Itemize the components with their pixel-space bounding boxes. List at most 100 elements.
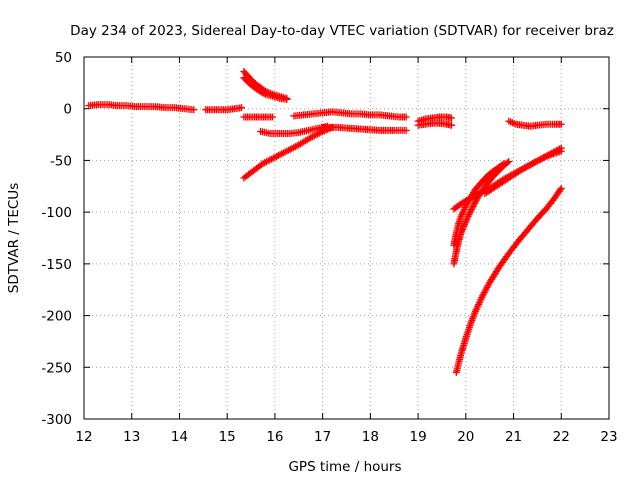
x-tick-label: 21 — [505, 429, 522, 445]
data-point-fill — [397, 113, 408, 121]
data-point — [467, 207, 475, 215]
data-point-fill — [521, 122, 532, 130]
data-point-fill — [540, 151, 554, 162]
data-point-fill — [423, 114, 435, 123]
series-track-10 — [414, 113, 455, 125]
data-point-fill — [285, 142, 301, 154]
data-point — [238, 104, 245, 112]
x-tick-label: 14 — [171, 429, 188, 445]
data-point-fill — [261, 154, 277, 167]
data-point-fill — [242, 113, 253, 121]
data-point-fill — [444, 121, 454, 129]
data-point — [402, 113, 410, 121]
grid — [84, 57, 609, 419]
data-point-fill — [502, 172, 516, 184]
data-point-fill — [296, 135, 313, 148]
data-point-fill — [430, 113, 442, 122]
data-point-fill — [458, 197, 471, 207]
data-point-fill — [203, 106, 215, 114]
data-point-fill — [218, 106, 229, 114]
data-point-fill — [251, 161, 265, 174]
data-point-fill — [473, 178, 485, 192]
data-point-fill — [466, 192, 478, 203]
data-point-fill — [496, 251, 512, 269]
data-point-fill — [241, 75, 254, 88]
plot-frame — [83, 56, 610, 420]
data-point-fill — [480, 171, 492, 184]
data-point-fill — [458, 204, 469, 219]
series-track-5 — [240, 74, 291, 103]
series-track-17 — [452, 184, 565, 376]
data-point-fill — [467, 309, 479, 326]
data-point-fill — [516, 227, 531, 244]
x-tick-label: 20 — [457, 429, 474, 445]
x-tick-label: 22 — [553, 429, 570, 445]
data-point-fill — [437, 113, 449, 121]
data-point-fill — [263, 91, 275, 100]
data-point-fill — [248, 82, 261, 93]
data-point — [402, 126, 410, 134]
data-point — [448, 114, 455, 122]
data-point-fill — [472, 294, 486, 314]
series-track-1 — [85, 101, 198, 114]
y-tick-label: -200 — [41, 309, 72, 325]
data-point-fill — [525, 216, 540, 232]
data-point-fill — [463, 209, 474, 224]
data-layer — [85, 67, 565, 376]
data-point-fill — [308, 128, 325, 141]
x-tick-label: 19 — [409, 429, 426, 445]
x-tick-label: 17 — [314, 429, 331, 445]
data-point-fill — [256, 87, 268, 97]
y-tick-label: 50 — [55, 50, 72, 66]
data-point — [500, 160, 508, 168]
data-point-fill — [263, 113, 275, 121]
series-track-12 — [505, 117, 565, 130]
data-point — [505, 157, 513, 165]
data-point-fill — [487, 166, 499, 177]
data-point — [557, 120, 565, 128]
data-point-fill — [232, 104, 244, 112]
data-point-fill — [225, 105, 237, 113]
x-tick-label: 13 — [123, 429, 140, 445]
data-point — [283, 95, 291, 103]
data-point-fill — [241, 168, 256, 181]
data-point-fill — [511, 166, 525, 178]
data-point-fill — [544, 196, 557, 210]
x-tick-label: 18 — [362, 429, 379, 445]
series-track-9 — [319, 123, 410, 134]
series-track-3 — [240, 113, 277, 121]
y-tick-label: -300 — [41, 412, 72, 428]
data-point-fill — [514, 120, 525, 129]
data-point-fill — [483, 184, 497, 196]
data-point-fill — [437, 119, 449, 128]
series-track-11 — [414, 119, 455, 129]
data-point-fill — [479, 280, 493, 298]
data-point — [190, 106, 198, 114]
data-point-fill — [248, 77, 261, 89]
data-point-fill — [494, 161, 507, 172]
series-track-8 — [240, 123, 336, 182]
data-point-fill — [430, 119, 442, 127]
x-tick-label: 16 — [266, 429, 283, 445]
data-point-fill — [256, 113, 268, 121]
data-point-fill — [444, 113, 454, 122]
y-tick-label: -250 — [41, 360, 72, 376]
data-point-fill — [487, 265, 502, 285]
data-point — [448, 121, 455, 129]
data-point-fill — [277, 95, 289, 103]
data-point — [557, 184, 565, 192]
data-point-fill — [458, 336, 469, 356]
data-point — [269, 113, 277, 121]
data-point-fill — [458, 219, 469, 235]
y-axis: 50 0 -50 -100 -150 -200 -250 -300 — [41, 50, 609, 428]
data-point-fill — [241, 69, 254, 82]
data-point-fill — [492, 178, 506, 190]
data-point-fill — [473, 187, 487, 199]
data-point-fill — [507, 118, 518, 127]
series-track-2 — [202, 104, 245, 114]
data-point-fill — [521, 160, 535, 172]
y-tick-label: 0 — [63, 102, 72, 118]
data-point-fill — [270, 93, 282, 102]
data-point-fill — [249, 113, 260, 121]
x-axis: 12 13 14 15 16 17 18 19 20 21 22 23 — [75, 57, 618, 445]
